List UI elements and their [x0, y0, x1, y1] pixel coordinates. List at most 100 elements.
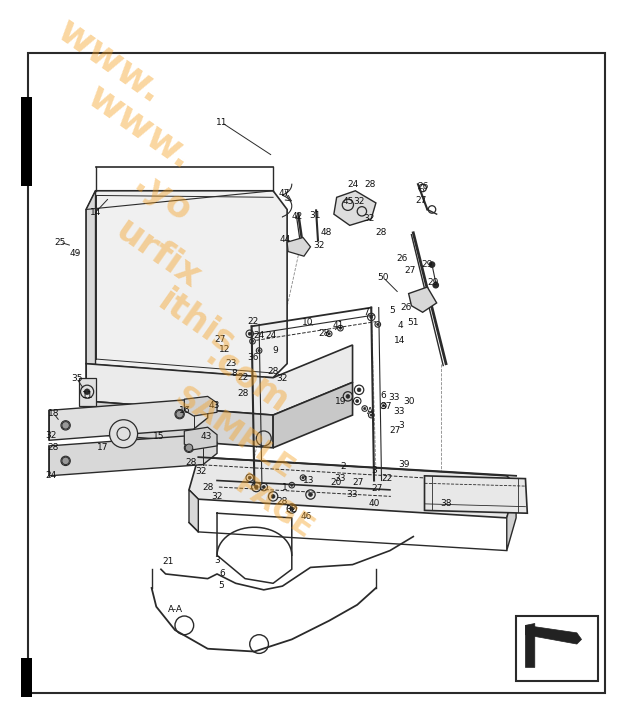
Circle shape [433, 282, 439, 288]
Text: 42: 42 [291, 213, 303, 221]
Text: 32: 32 [364, 214, 375, 223]
Text: 24: 24 [253, 331, 265, 340]
Text: 27: 27 [371, 484, 382, 494]
Polygon shape [86, 345, 352, 415]
Text: 3: 3 [398, 421, 404, 430]
Text: 39: 39 [398, 460, 410, 469]
Text: 2: 2 [340, 462, 346, 471]
Circle shape [370, 414, 372, 416]
Text: 16: 16 [178, 406, 190, 415]
Text: 46: 46 [300, 512, 312, 520]
Text: 28: 28 [202, 484, 213, 493]
Text: 1: 1 [283, 484, 288, 493]
Text: 28: 28 [364, 180, 376, 189]
Text: 23: 23 [225, 359, 237, 368]
Text: 28: 28 [267, 366, 279, 376]
Text: 49: 49 [69, 249, 81, 258]
Text: 33: 33 [394, 407, 405, 416]
Text: 6: 6 [380, 391, 386, 400]
Text: 29: 29 [422, 260, 433, 269]
Text: 32: 32 [285, 505, 297, 514]
Text: 24: 24 [45, 471, 57, 480]
Text: 27: 27 [415, 196, 427, 204]
Text: 25: 25 [55, 238, 65, 246]
Text: 41: 41 [333, 321, 344, 330]
Text: SAMPLE: SAMPLE [169, 383, 299, 486]
Text: 18: 18 [48, 409, 59, 418]
Text: 32: 32 [211, 492, 223, 501]
Text: 32: 32 [313, 241, 324, 251]
Text: 33: 33 [388, 393, 399, 402]
Circle shape [364, 407, 366, 410]
Circle shape [370, 315, 373, 319]
Text: 47: 47 [279, 189, 290, 198]
Circle shape [251, 340, 253, 343]
Text: 28: 28 [375, 228, 386, 237]
Polygon shape [287, 237, 311, 256]
Text: 3: 3 [371, 465, 377, 475]
Circle shape [346, 395, 350, 398]
Text: 51: 51 [408, 318, 419, 327]
Text: 11: 11 [83, 391, 94, 400]
Circle shape [382, 404, 385, 407]
Text: 4: 4 [398, 321, 403, 330]
Text: 45: 45 [342, 197, 354, 206]
Text: 14: 14 [394, 336, 405, 345]
Text: 33: 33 [346, 490, 358, 499]
Text: www.: www. [80, 77, 200, 177]
Text: 32: 32 [196, 467, 207, 476]
Text: 10: 10 [302, 318, 314, 327]
Text: www.: www. [50, 11, 171, 112]
Polygon shape [189, 457, 516, 518]
Text: 21: 21 [163, 557, 174, 567]
Circle shape [377, 324, 379, 326]
Text: 28: 28 [185, 458, 197, 468]
Text: 43: 43 [200, 432, 211, 441]
Polygon shape [86, 401, 273, 448]
Circle shape [110, 420, 138, 448]
Circle shape [248, 332, 251, 336]
Circle shape [309, 493, 312, 496]
Text: 22: 22 [237, 373, 249, 382]
Text: 26: 26 [396, 255, 408, 263]
Bar [516, 616, 598, 682]
Text: 13: 13 [303, 476, 314, 485]
Text: 50: 50 [378, 273, 389, 282]
Text: 30: 30 [403, 397, 415, 406]
Polygon shape [425, 476, 527, 513]
Polygon shape [49, 435, 217, 476]
Circle shape [255, 485, 258, 489]
Text: 36: 36 [247, 352, 258, 362]
Circle shape [262, 486, 265, 489]
Text: ithis: ithis [151, 284, 241, 361]
Text: 8: 8 [231, 369, 237, 378]
Text: 40: 40 [368, 499, 380, 508]
Text: A: A [367, 407, 373, 416]
Text: 44: 44 [279, 235, 291, 244]
Circle shape [62, 422, 69, 429]
Text: 32: 32 [45, 431, 57, 440]
Text: 27: 27 [404, 266, 416, 274]
Circle shape [356, 399, 359, 402]
Circle shape [328, 333, 330, 335]
Text: 48: 48 [321, 228, 332, 237]
Text: 26: 26 [400, 303, 411, 312]
Text: 15: 15 [153, 432, 165, 441]
Bar [21, 658, 32, 697]
Circle shape [176, 411, 184, 418]
Text: 19: 19 [335, 397, 346, 406]
Circle shape [429, 262, 435, 267]
Polygon shape [184, 397, 217, 416]
Text: 28: 28 [48, 443, 59, 452]
Circle shape [290, 507, 293, 510]
Circle shape [62, 457, 69, 465]
Polygon shape [273, 383, 352, 448]
Circle shape [302, 477, 304, 479]
Text: 14: 14 [90, 208, 101, 217]
Text: 43: 43 [208, 402, 220, 410]
Text: 35: 35 [71, 374, 83, 383]
Text: 33: 33 [335, 474, 346, 483]
Text: 22: 22 [247, 317, 258, 326]
Text: 29: 29 [427, 278, 439, 287]
Text: 3: 3 [214, 557, 220, 565]
